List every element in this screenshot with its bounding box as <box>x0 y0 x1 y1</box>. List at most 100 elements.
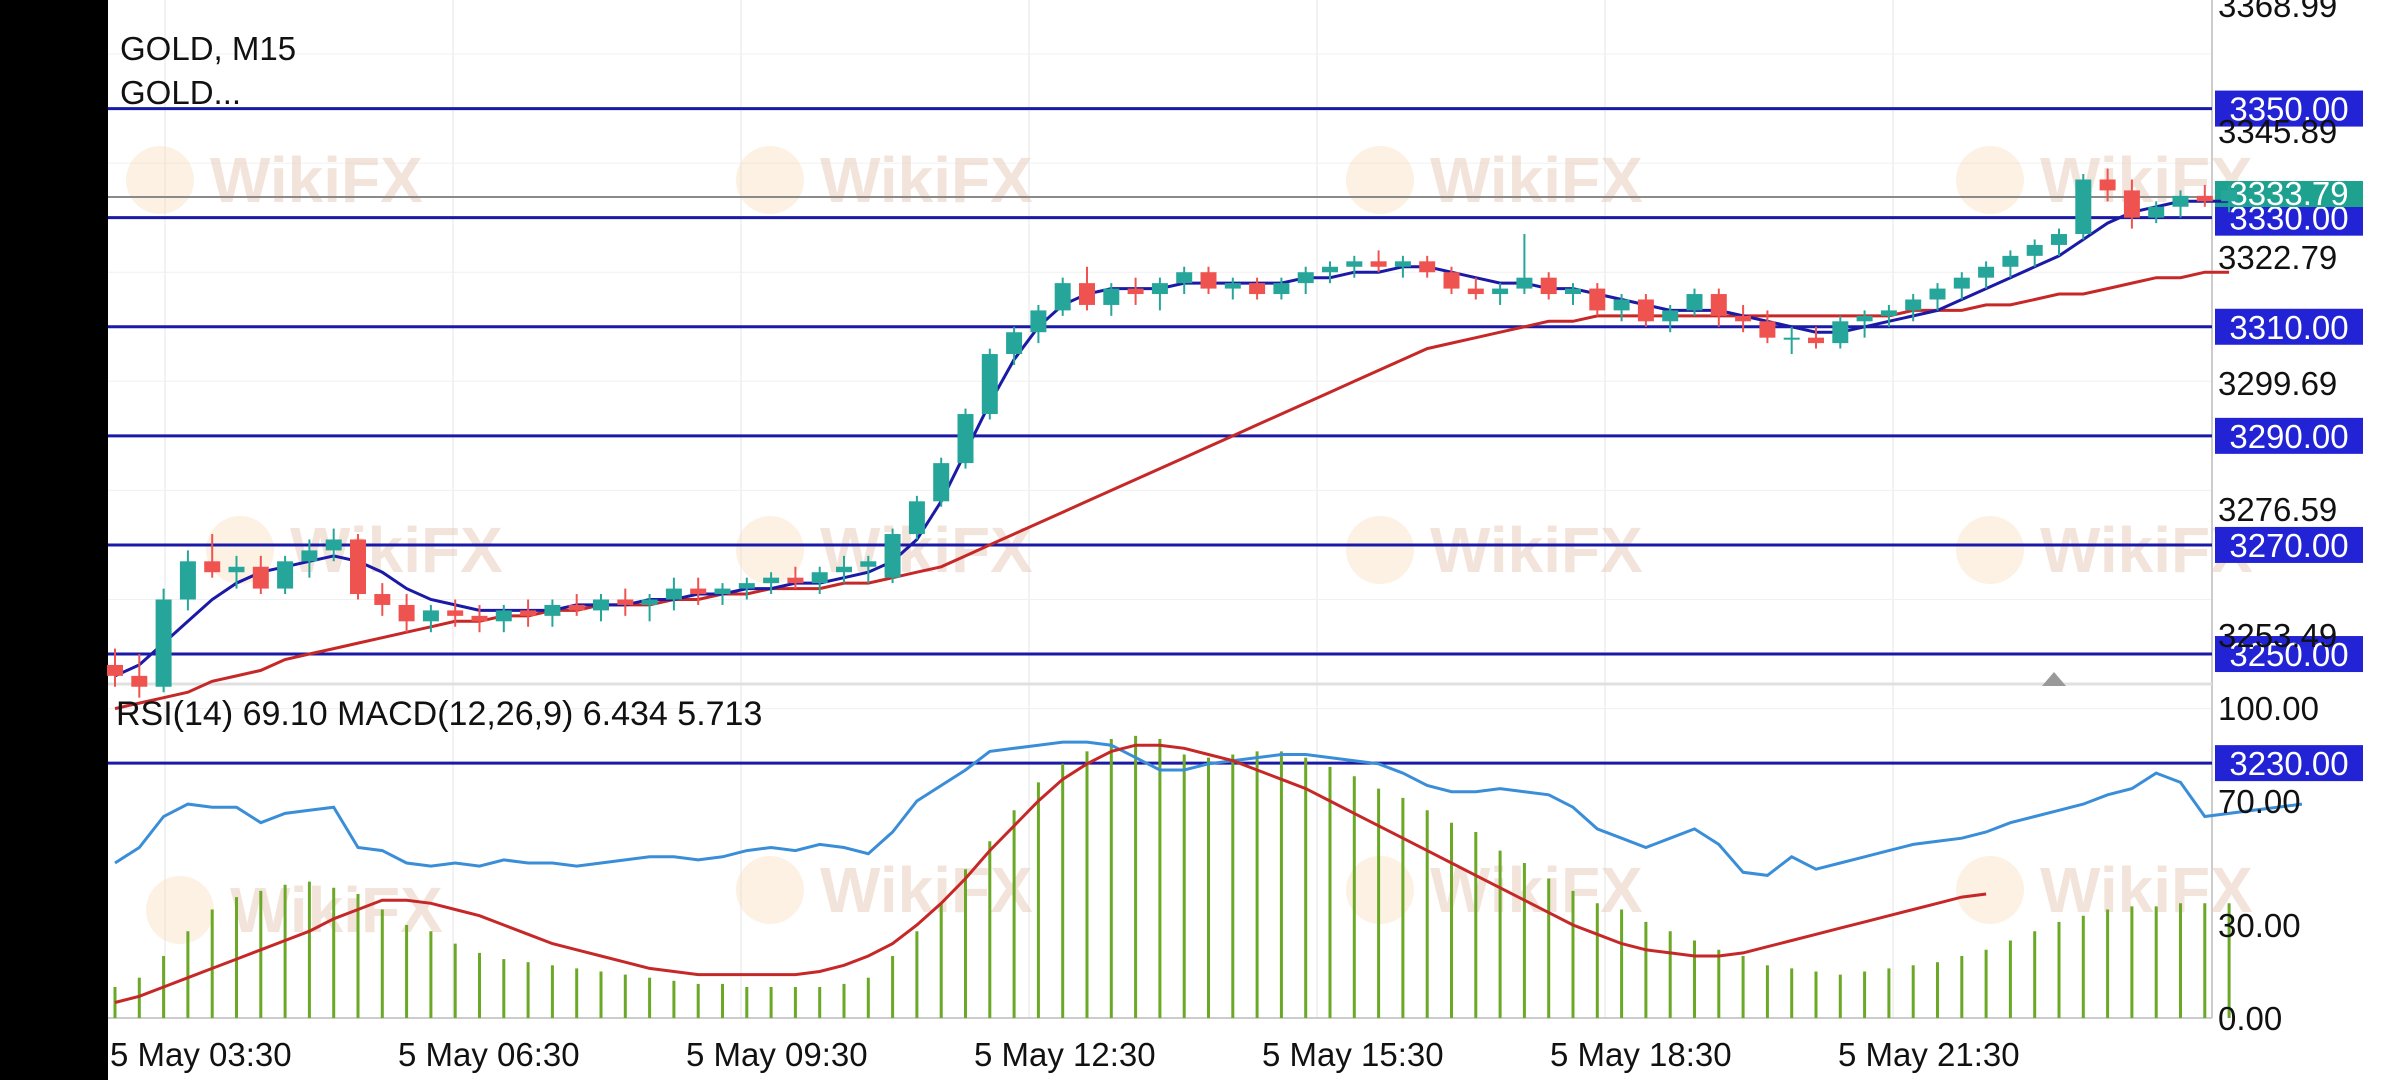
candle-body[interactable] <box>933 463 950 502</box>
candle-body[interactable] <box>2196 195 2213 202</box>
candle-body[interactable] <box>1127 288 1144 295</box>
candle-body[interactable] <box>981 354 998 415</box>
ma-fast-line <box>114 199 2230 678</box>
candle-body[interactable] <box>1054 283 1071 311</box>
candle-body[interactable] <box>1929 288 1946 300</box>
candle-body[interactable] <box>2051 234 2067 245</box>
candle-body[interactable] <box>714 588 731 595</box>
watermark-text: WikiFX <box>820 144 1033 216</box>
candle-body[interactable] <box>1273 283 1290 295</box>
candle-body[interactable] <box>350 539 366 595</box>
candle-body[interactable] <box>1808 337 1824 344</box>
candle-body[interactable] <box>1006 332 1023 355</box>
candle-body[interactable] <box>884 534 901 578</box>
candle-body[interactable] <box>1589 288 1606 311</box>
candle-body[interactable] <box>2026 244 2043 256</box>
candle-body[interactable] <box>204 561 221 573</box>
candle-body[interactable] <box>325 539 342 551</box>
candle-body[interactable] <box>2075 179 2092 235</box>
candle-body[interactable] <box>374 594 391 605</box>
candle-body[interactable] <box>1249 283 1266 295</box>
candle-body[interactable] <box>495 610 512 622</box>
candle-body[interactable] <box>1710 294 1727 316</box>
candle-body[interactable] <box>957 414 974 464</box>
candle-body[interactable] <box>520 610 537 616</box>
candle-body[interactable] <box>1443 272 1460 289</box>
candle-body[interactable] <box>787 577 804 584</box>
candle-body[interactable] <box>1783 337 1800 340</box>
candle-body[interactable] <box>1686 294 1703 311</box>
candle-body[interactable] <box>665 588 682 600</box>
candle-body[interactable] <box>2148 206 2165 218</box>
candle-body[interactable] <box>1978 266 1995 278</box>
candle-body[interactable] <box>1419 261 1436 273</box>
candle-body[interactable] <box>1176 272 1193 284</box>
candle-body[interactable] <box>1613 299 1630 311</box>
candle-body[interactable] <box>228 566 245 573</box>
candle-body[interactable] <box>1224 283 1241 289</box>
candle-body[interactable] <box>836 566 852 573</box>
candle-body[interactable] <box>1297 272 1314 284</box>
candle-body[interactable] <box>398 604 415 622</box>
candle-body[interactable] <box>1856 315 1873 322</box>
candle-body[interactable] <box>1662 310 1679 322</box>
candle-body[interactable] <box>301 550 318 562</box>
candle-body[interactable] <box>1346 261 1363 267</box>
candle-body[interactable] <box>2123 190 2140 218</box>
candle-body[interactable] <box>1832 321 1849 344</box>
candle-body[interactable] <box>908 501 925 535</box>
time-axis-tick: 5 May 06:30 <box>398 1036 580 1073</box>
candle-body[interactable] <box>155 599 172 687</box>
candle-body[interactable] <box>641 599 658 605</box>
candle-body[interactable] <box>738 583 755 589</box>
candle-body[interactable] <box>1565 288 1581 295</box>
candle-body[interactable] <box>1200 272 1217 289</box>
candle-body[interactable] <box>811 572 828 584</box>
candle-body[interactable] <box>1030 310 1047 333</box>
candle-body[interactable] <box>252 566 269 589</box>
candle-body[interactable] <box>107 664 123 676</box>
candle-body[interactable] <box>1540 277 1557 295</box>
candle-body[interactable] <box>2002 255 2019 267</box>
axes: 3368.99 3345.89 3322.79 3299.69 3276.59 3253.… <box>110 0 2337 1073</box>
candle-body[interactable] <box>1905 299 1922 311</box>
current-price-tag <box>2215 181 2363 207</box>
candle-body[interactable] <box>1735 315 1752 322</box>
time-axis-tick: 5 May 09:30 <box>686 1036 868 1073</box>
candle-body[interactable] <box>544 604 561 616</box>
candle-body[interactable] <box>131 675 148 687</box>
watermark-text: WikiFX <box>1430 854 1643 926</box>
candle-body[interactable] <box>2221 190 2238 202</box>
candle-body[interactable] <box>860 561 877 567</box>
candle-body[interactable] <box>1953 277 1970 289</box>
candle-body[interactable] <box>422 610 439 622</box>
candle-body[interactable] <box>1394 261 1411 267</box>
candle-body[interactable] <box>690 588 707 595</box>
candle-body[interactable] <box>1492 288 1509 295</box>
candle-body[interactable] <box>179 561 196 600</box>
candle-body[interactable] <box>1516 277 1533 289</box>
candle-body[interactable] <box>2099 179 2116 191</box>
candle-body[interactable] <box>1322 266 1338 273</box>
candles[interactable] <box>107 168 2238 698</box>
candle-body[interactable] <box>1467 288 1484 295</box>
candle-body[interactable] <box>593 599 609 611</box>
horizontal-levels[interactable]: 3350.003330.003310.003290.003270.003250.… <box>108 90 2363 783</box>
candle-body[interactable] <box>447 610 464 616</box>
candle-body[interactable] <box>1151 283 1168 295</box>
candle-body[interactable] <box>1759 321 1776 338</box>
candle-body[interactable] <box>1370 261 1387 267</box>
candle-body[interactable] <box>1637 299 1654 322</box>
candle-body[interactable] <box>617 599 634 605</box>
ma-slow-line <box>114 270 2230 711</box>
candle-body[interactable] <box>1079 283 1095 305</box>
candle-body[interactable] <box>1880 310 1897 316</box>
candle-body[interactable] <box>568 604 585 611</box>
collapse-arrow-icon[interactable] <box>2042 672 2066 686</box>
candle-body[interactable] <box>2172 195 2189 207</box>
candle-body[interactable] <box>277 561 294 589</box>
candle-body[interactable] <box>471 615 488 622</box>
candle-body[interactable] <box>763 577 780 584</box>
watermark-logo <box>1346 516 1414 584</box>
candle-body[interactable] <box>1103 288 1120 305</box>
